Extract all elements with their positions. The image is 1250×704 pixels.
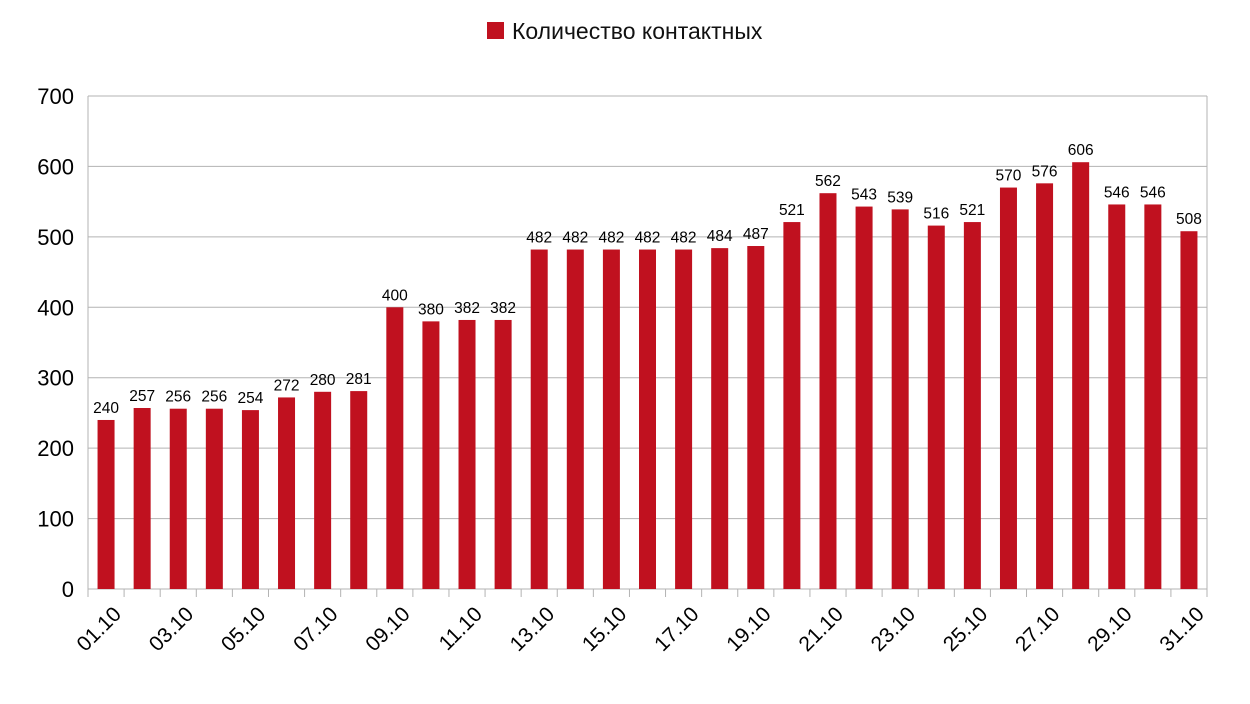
data-label: 508: [1176, 211, 1202, 228]
data-label: 482: [598, 230, 624, 247]
bar: [97, 419, 115, 589]
x-tick-label: 13.10: [506, 603, 559, 656]
y-tick-label: 100: [37, 507, 74, 532]
bar: [963, 222, 981, 589]
data-label: 521: [779, 202, 805, 219]
bar: [1144, 204, 1162, 589]
data-label: 516: [923, 206, 949, 223]
bar: [819, 193, 837, 590]
bar: [278, 397, 296, 589]
bar: [350, 391, 368, 589]
x-tick-label: 09.10: [361, 603, 414, 656]
bar: [494, 319, 512, 589]
x-tick-label: 29.10: [1083, 603, 1136, 656]
x-tick-label: 01.10: [73, 603, 126, 656]
data-label: 257: [129, 388, 155, 405]
data-label: 487: [743, 226, 769, 243]
data-label: 543: [851, 187, 877, 204]
x-tick-label: 11.10: [435, 603, 487, 655]
bar: [1108, 204, 1126, 589]
x-tick-label: 19.10: [722, 603, 775, 656]
data-label: 256: [201, 389, 227, 406]
bar: [639, 249, 656, 589]
data-label: 380: [418, 301, 444, 318]
data-label: 382: [454, 300, 480, 317]
bar: [422, 321, 440, 589]
bar: [241, 410, 259, 589]
data-label: 240: [93, 400, 119, 417]
data-label: 382: [490, 300, 516, 317]
data-label: 281: [346, 371, 372, 388]
y-tick-label: 600: [37, 154, 74, 179]
x-tick-label: 05.10: [217, 603, 270, 656]
y-axis: 0 100 200 300 400 500 600 700: [37, 84, 74, 602]
y-tick-label: 700: [37, 84, 74, 109]
bar: [133, 407, 151, 589]
y-tick-label: 0: [62, 577, 74, 602]
bar: [1072, 162, 1090, 589]
data-label: 546: [1104, 184, 1130, 201]
bar: [458, 319, 476, 589]
data-label: 482: [671, 230, 697, 247]
y-tick-label: 500: [37, 225, 74, 250]
x-tick-label: 15.10: [578, 603, 631, 656]
data-label: 272: [274, 377, 300, 394]
bar: [855, 206, 873, 589]
x-tick-label: 07.10: [289, 603, 342, 656]
x-tick-label: 31.10: [1155, 603, 1208, 656]
x-axis: 01.10 03.10 05.10 07.10 09.10 11.10 13.10 15.10…: [73, 589, 1209, 656]
bar: [891, 209, 909, 589]
data-label: 280: [310, 372, 336, 389]
data-label: 562: [815, 173, 841, 190]
bar: [927, 225, 945, 590]
bar: [530, 249, 548, 589]
legend-swatch: [487, 22, 504, 39]
bar: [386, 307, 404, 589]
y-tick-label: 200: [37, 436, 74, 461]
x-tick-label: 21.10: [794, 603, 847, 656]
data-label: 482: [635, 230, 661, 247]
y-tick-label: 400: [37, 295, 74, 320]
data-label: 254: [237, 390, 263, 407]
bar: [1036, 183, 1054, 589]
bar: [205, 408, 223, 589]
data-label: 482: [562, 230, 588, 247]
legend: Количество контактных: [487, 18, 763, 44]
bar: [602, 249, 620, 589]
bar: [1180, 231, 1198, 590]
bar: [711, 248, 729, 589]
data-label: 482: [526, 230, 552, 247]
y-tick-label: 300: [37, 366, 74, 391]
data-label: 570: [996, 168, 1022, 185]
data-label: 546: [1140, 184, 1166, 201]
bar: [783, 222, 801, 589]
data-label: 484: [707, 228, 733, 245]
bar: [566, 249, 584, 589]
x-tick-label: 23.10: [867, 603, 920, 656]
data-label: 606: [1068, 142, 1094, 159]
x-tick-label: 17.10: [650, 603, 703, 656]
bar: [314, 391, 332, 589]
bars: [97, 162, 1198, 590]
data-label: 539: [887, 189, 913, 206]
x-tick-label: 03.10: [145, 603, 198, 656]
data-labels: 240 257 256 256 254 272 280 281 400 380 382 382 482 4…: [93, 142, 1202, 417]
x-tick-label: 27.10: [1011, 603, 1064, 656]
bar: [747, 246, 765, 589]
x-tick-label: 25.10: [939, 603, 992, 656]
data-label: 400: [382, 287, 408, 304]
bar: [169, 408, 187, 589]
data-label: 576: [1032, 163, 1058, 180]
bar: [999, 187, 1017, 590]
data-label: 256: [165, 389, 191, 406]
bar: [675, 249, 693, 589]
data-label: 521: [959, 202, 985, 219]
legend-label: Количество контактных: [512, 18, 763, 44]
